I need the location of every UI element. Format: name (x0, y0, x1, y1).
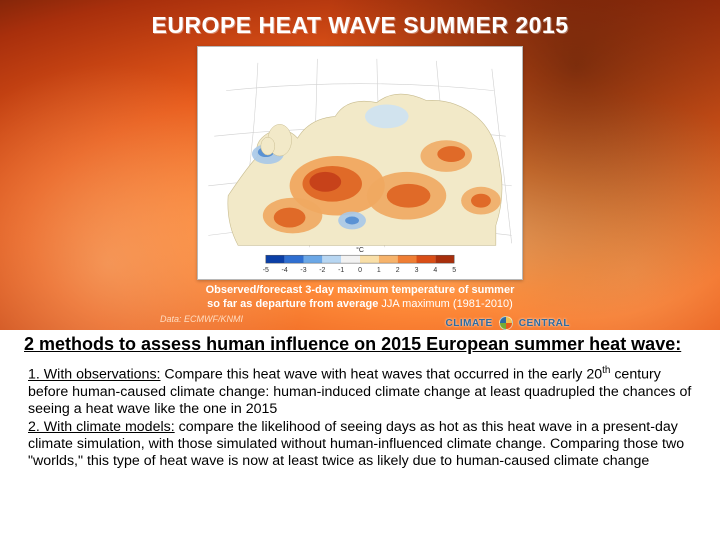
item1-rest: Compare this heat wave with heat waves t… (160, 367, 602, 383)
brand-left: CLIMATE (446, 318, 493, 329)
svg-text:3: 3 (415, 267, 419, 274)
brand-right: CENTRAL (519, 318, 570, 329)
europe-anomaly-map: -5 -4 -3 -2 -1 0 1 2 3 4 5 °C (198, 47, 522, 279)
caption-line2a: so far as departure from average (207, 298, 381, 310)
svg-text:°C: °C (356, 246, 364, 254)
body-text: 1. With observations: Compare this heat … (28, 365, 692, 471)
svg-text:-2: -2 (319, 267, 325, 274)
hero-banner: EUROPE HEAT WAVE SUMMER 2015 EUROPE HEAT… (0, 0, 720, 330)
figure-caption: Observed/forecast 3-day maximum temperat… (150, 284, 570, 312)
caption-line1: Observed/forecast 3-day maximum temperat… (206, 284, 515, 296)
page-title: EUROPE HEAT WAVE SUMMER 2015 EUROPE HEAT… (151, 12, 568, 39)
brand-climate-central: CLIMATE CENTRAL (446, 316, 570, 330)
svg-text:5: 5 (452, 267, 456, 274)
svg-text:-1: -1 (338, 267, 344, 274)
svg-text:4: 4 (433, 267, 437, 274)
item1-lead: 1. With observations: (28, 367, 160, 383)
svg-text:1: 1 (377, 267, 381, 274)
data-credit: Data: ECMWF/KNMI (160, 314, 243, 324)
item2-lead: 2. With climate models: (28, 419, 175, 435)
svg-text:-4: -4 (282, 267, 288, 274)
svg-text:-5: -5 (263, 267, 269, 274)
svg-text:2: 2 (396, 267, 400, 274)
svg-text:-3: -3 (300, 267, 306, 274)
caption-line2b: JJA maximum (1981-2010) (381, 298, 512, 310)
title-text: EUROPE HEAT WAVE SUMMER 2015 (151, 12, 568, 38)
globe-icon (499, 316, 513, 330)
map-figure: -5 -4 -3 -2 -1 0 1 2 3 4 5 °C (197, 46, 523, 280)
section-heading: 2 methods to assess human influence on 2… (24, 334, 696, 355)
svg-text:0: 0 (358, 267, 362, 274)
